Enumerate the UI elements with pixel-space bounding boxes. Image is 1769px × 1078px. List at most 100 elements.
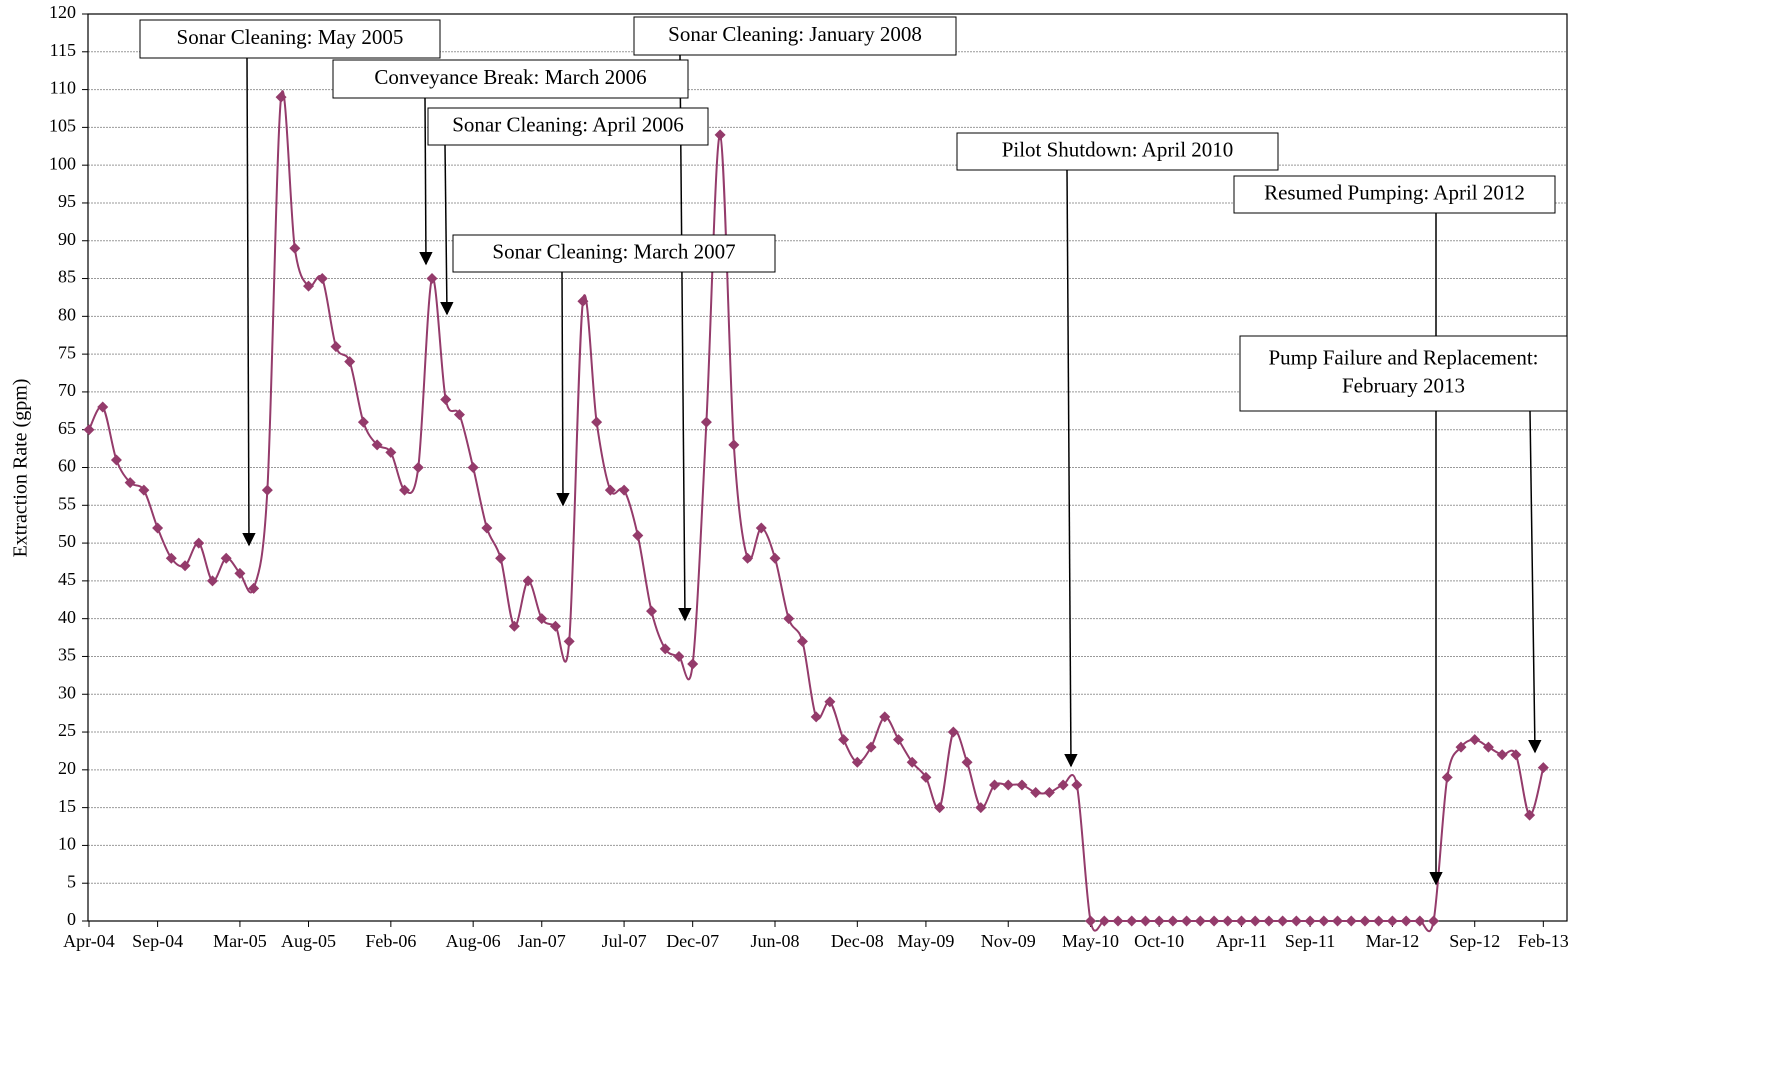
data-point [165, 552, 177, 564]
y-axis-title: Extraction Rate (gpm) [10, 379, 32, 558]
data-point [357, 416, 369, 428]
data-point [632, 530, 644, 542]
data-point [412, 462, 424, 473]
data-point [508, 620, 520, 632]
annotation-box [1233, 175, 1556, 214]
data-point [152, 522, 164, 534]
x-tick-label: Mar-05 [213, 931, 267, 951]
data-point [1455, 741, 1467, 753]
data-point [947, 726, 959, 738]
annotation-text: Pump Failure and Replacement: [1268, 345, 1538, 369]
plot-frame [87, 13, 1568, 922]
x-tick-label: Mar-12 [1366, 931, 1420, 951]
y-tick-label: 95 [58, 191, 76, 211]
annotation-box [1239, 335, 1568, 412]
annotation-text: Sonar Cleaning: January 2008 [668, 22, 922, 46]
data-point [618, 484, 630, 496]
annotation-box [332, 59, 689, 99]
data-point [1441, 771, 1453, 783]
data-point [700, 416, 712, 428]
y-tick-label: 115 [50, 40, 76, 60]
data-point [796, 635, 808, 647]
y-tick-label: 75 [58, 342, 76, 362]
x-tick-label: Feb-06 [365, 931, 416, 951]
data-point [1194, 915, 1206, 927]
y-tick-label: 85 [58, 267, 76, 287]
data-point [1537, 762, 1549, 774]
data-point [591, 416, 603, 428]
data-point [879, 711, 891, 723]
y-tick-label: 80 [58, 304, 76, 324]
y-tick-label: 100 [49, 153, 76, 173]
data-point [1057, 779, 1069, 791]
x-tick-label: Jan-07 [518, 931, 566, 951]
x-tick-label: Dec-07 [666, 931, 719, 951]
x-tick-label: Nov-09 [981, 931, 1036, 951]
data-point [1167, 915, 1179, 927]
annotation-arrow [440, 144, 454, 316]
data-point [906, 756, 918, 768]
data-point [1414, 915, 1426, 927]
data-point [1112, 915, 1124, 927]
data-point [179, 560, 191, 572]
data-point [1098, 915, 1110, 927]
y-tick-label: 40 [58, 607, 76, 627]
data-point [769, 552, 781, 564]
data-point [1071, 779, 1083, 791]
data-point [1332, 915, 1344, 927]
data-point [330, 341, 342, 353]
y-tick-label: 25 [58, 720, 76, 740]
data-point [303, 280, 315, 292]
data-point [851, 756, 863, 768]
y-tick-label: 50 [58, 531, 76, 551]
data-point [1139, 915, 1151, 927]
data-point [1482, 741, 1494, 753]
data-point [536, 613, 548, 625]
y-tick-label: 120 [49, 2, 76, 22]
data-point [824, 696, 836, 708]
y-tick-label: 30 [58, 682, 76, 702]
data-point [1345, 915, 1357, 927]
data-point [989, 779, 1001, 791]
data-point [742, 552, 754, 564]
annotation-arrow [242, 57, 256, 547]
data-point [687, 658, 699, 670]
data-point [1277, 915, 1289, 927]
data-point [1030, 787, 1042, 799]
data-point [1235, 915, 1247, 927]
data-point [138, 484, 150, 496]
data-point [673, 650, 685, 662]
data-point [604, 484, 616, 496]
data-point [1222, 915, 1234, 927]
x-tick-label: May-10 [1062, 931, 1119, 951]
y-tick-label: 35 [58, 645, 76, 665]
x-tick-label: May-09 [897, 931, 954, 951]
x-tick-label: Sep-12 [1449, 931, 1500, 951]
data-point [728, 439, 740, 451]
y-tick-label: 90 [58, 229, 76, 249]
data-point [865, 741, 877, 753]
y-tick-label: 60 [58, 456, 76, 476]
data-point [1524, 809, 1536, 821]
data-point [440, 393, 452, 405]
data-point [1496, 749, 1508, 761]
annotation-box [956, 132, 1279, 171]
annotation-box [427, 107, 709, 146]
data-point [522, 575, 534, 587]
data-point [1510, 749, 1522, 761]
data-point [810, 711, 822, 723]
y-tick-label: 45 [58, 569, 76, 589]
data-point [961, 756, 973, 768]
data-point [385, 446, 397, 458]
data-point [344, 356, 356, 368]
annotation-arrow [1528, 410, 1542, 754]
y-tick-label: 15 [58, 796, 76, 816]
data-point [97, 401, 109, 413]
data-point [426, 273, 438, 285]
data-point [1181, 915, 1193, 927]
y-tick-label: 55 [58, 493, 76, 513]
x-tick-label: Apr-11 [1216, 931, 1267, 951]
x-tick-label: Sep-11 [1285, 931, 1335, 951]
x-tick-label: Aug-05 [281, 931, 336, 951]
